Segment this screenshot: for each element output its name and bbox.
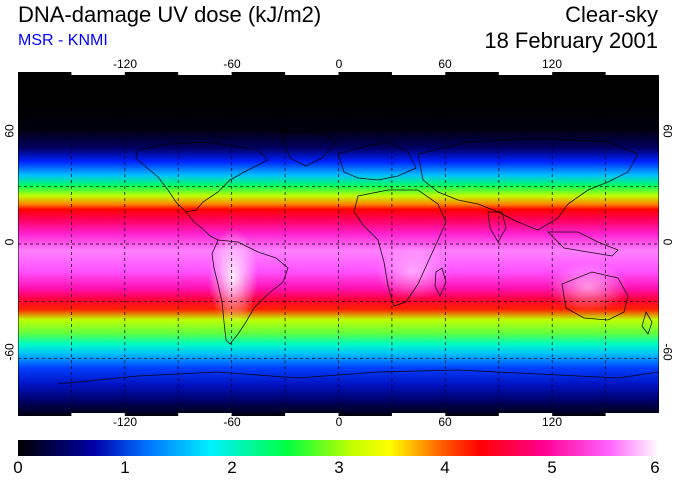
- frame-segment: [605, 413, 659, 416]
- coast-south-america: [211, 239, 289, 345]
- frame-segment: [285, 72, 339, 75]
- uv-dose-map: [18, 72, 659, 416]
- graticule: [18, 72, 659, 416]
- colorbar-label: 6: [650, 458, 660, 477]
- colorbar-label: 0: [13, 458, 23, 477]
- lat-tick-right: 0: [660, 238, 675, 246]
- frame-segment: [498, 72, 553, 75]
- map-title: DNA-damage UV dose (kJ/m2): [18, 2, 322, 27]
- lat-tick-right: 60: [660, 124, 675, 138]
- colorbar-label: 4: [440, 458, 450, 477]
- color-scale-bar: [18, 440, 659, 456]
- coast-north-america: [135, 141, 269, 213]
- source-label: MSR - KNMI: [18, 32, 108, 49]
- lon-tick-top: -120: [112, 57, 138, 71]
- lon-tick-top: 120: [541, 57, 563, 71]
- coast-asia: [417, 137, 639, 231]
- highlight-africa: [375, 244, 451, 300]
- sky-condition-label: Clear-sky: [565, 2, 658, 27]
- coast-australia: [561, 271, 629, 321]
- coast-southeast-asia: [547, 231, 619, 257]
- coast-new-zealand: [641, 311, 653, 335]
- colorbar-label: 1: [120, 458, 130, 477]
- coast-antarctica: [57, 369, 659, 385]
- lon-tick-bottom: 120: [541, 415, 563, 429]
- coast-central-america: [185, 211, 219, 241]
- frame-segment: [71, 72, 125, 75]
- lat-tick-left: 60: [2, 124, 17, 138]
- lon-tick-bottom: -120: [112, 415, 138, 429]
- colorbar-label: 3: [334, 458, 344, 477]
- coast-greenland: [279, 129, 337, 167]
- coast-europe: [337, 141, 417, 181]
- frame-segment: [605, 72, 659, 75]
- coast-madagascar: [434, 267, 447, 297]
- map-frame: [18, 72, 659, 416]
- date-label: 18 February 2001: [484, 28, 658, 53]
- colorbar-label: 5: [547, 458, 557, 477]
- frame-segment: [178, 413, 232, 416]
- lat-tick-right: -60: [660, 343, 675, 361]
- highlight-south-america: [208, 229, 258, 325]
- coastlines: [57, 129, 659, 385]
- frame-segment: [71, 413, 125, 416]
- lon-tick-top: -60: [223, 57, 241, 71]
- lat-tick-left: -60: [2, 343, 17, 361]
- lon-tick-top: 60: [438, 57, 452, 71]
- frame-segment: [391, 72, 446, 75]
- highlight-australia: [548, 262, 628, 312]
- coast-india: [487, 211, 507, 243]
- lon-tick-bottom: 0: [335, 415, 343, 429]
- lat-tick-left: 0: [2, 238, 17, 246]
- frame-segment: [285, 413, 339, 416]
- lon-tick-top: 0: [335, 57, 343, 71]
- coast-africa: [353, 189, 447, 307]
- lon-tick-bottom: 60: [438, 415, 452, 429]
- frame-segment: [391, 413, 446, 416]
- colorbar-label: 2: [227, 458, 237, 477]
- frame-segment: [498, 413, 553, 416]
- frame-segment: [178, 72, 232, 75]
- lon-tick-bottom: -60: [223, 415, 241, 429]
